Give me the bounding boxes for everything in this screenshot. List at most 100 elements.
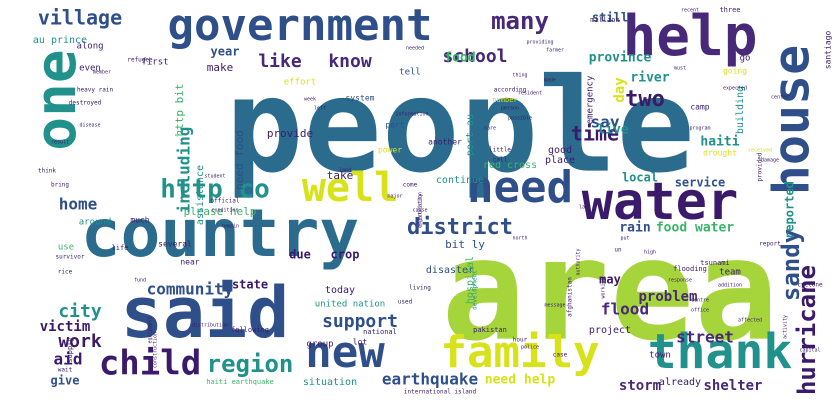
word-effort: effort <box>284 78 317 88</box>
word-student: student <box>204 174 225 180</box>
word-three: three <box>719 6 740 14</box>
word-need-food: need food <box>233 130 246 190</box>
word-recent: recent <box>681 8 699 14</box>
word-un: un <box>614 247 622 254</box>
word-government: government <box>168 0 433 51</box>
word-program: program <box>689 126 710 132</box>
word-information: information <box>395 112 428 118</box>
word-make: make <box>207 61 234 74</box>
word-victim: victim <box>40 319 91 335</box>
word-call: call <box>493 157 508 164</box>
word-week: week <box>304 97 316 103</box>
word-storm: storm <box>619 378 661 394</box>
word-family: family <box>441 327 600 378</box>
word-camp: camp <box>690 103 709 112</box>
word-national: national <box>363 328 397 336</box>
word-resident: resident <box>518 91 542 97</box>
word-disaster: disaster <box>426 265 474 276</box>
word-international-island: international island <box>404 389 477 396</box>
word-know: know <box>328 51 372 72</box>
word-farmer: farmer <box>546 48 564 54</box>
word-http-co: http co <box>160 175 270 205</box>
word-situation: situation <box>303 377 357 388</box>
word-crop: crop <box>331 248 360 262</box>
word-expected: expected <box>723 86 747 92</box>
word-many: many <box>491 7 549 35</box>
word-project: project <box>589 325 631 336</box>
word-bit-ly: bit ly <box>445 238 485 251</box>
word-including: including <box>175 127 194 214</box>
word-tsunami: tsunami <box>700 259 730 267</box>
word-electricity: electricity <box>418 193 424 226</box>
word-two: two <box>625 87 665 112</box>
word-rice: rice <box>58 269 73 276</box>
word-result: result <box>51 140 69 146</box>
word-much: much <box>130 216 149 225</box>
word-living: living <box>409 285 431 292</box>
word-school: school <box>442 46 507 67</box>
word-hurricane: hurricane <box>793 265 821 395</box>
word-http-bit: http bit <box>173 84 186 137</box>
word-need: need <box>467 162 573 213</box>
word-state: state <box>232 278 268 292</box>
word-help: help <box>623 4 758 69</box>
word-day: day <box>612 77 628 103</box>
word-time: time <box>571 122 619 146</box>
word-reported: reported <box>783 181 797 239</box>
word-city: city <box>58 301 102 322</box>
word-work: work <box>58 331 102 352</box>
word-heavy-rain: heavy rain <box>77 87 114 94</box>
word-provided: provided <box>757 152 764 181</box>
word-organization: organization <box>418 192 424 228</box>
word-part: part <box>385 121 404 130</box>
word-high: high <box>644 250 656 256</box>
word-pakistan: pakistan <box>473 326 507 334</box>
word-several: several <box>158 240 192 249</box>
word-child: child <box>99 344 201 384</box>
word-even: even <box>79 64 101 74</box>
word-center: center <box>771 95 789 101</box>
word-survivor: survivor <box>56 254 85 261</box>
word-one: one <box>24 49 89 150</box>
word-hour: hour <box>513 337 528 344</box>
word-person: person <box>501 106 519 112</box>
word-community: community <box>147 280 234 299</box>
word-working: working <box>601 277 607 298</box>
word-year: year <box>211 45 240 59</box>
word-sandy: sandy <box>777 229 805 301</box>
word-made: made <box>544 78 556 84</box>
word-go: go <box>740 54 751 64</box>
word-street: street <box>676 328 734 347</box>
word-used: used <box>398 299 413 306</box>
word-case: case <box>553 352 568 359</box>
word-affected: affected <box>738 318 762 324</box>
word-town: town <box>649 351 671 361</box>
word-condition: condition <box>211 208 238 214</box>
word-place: place <box>545 155 575 166</box>
word-going: going <box>723 67 747 76</box>
word-providing: providing <box>526 40 553 46</box>
word-number: number <box>492 96 517 104</box>
word-use: use <box>58 243 74 253</box>
word-around: around <box>79 218 112 228</box>
word-wait: wait <box>58 367 73 374</box>
word-care: care <box>484 126 496 132</box>
word-refugee: refugee <box>127 57 153 64</box>
word-disease: disease <box>79 123 100 129</box>
word-must: must <box>674 66 686 72</box>
word-port-au: port au <box>465 114 476 156</box>
word-remain: remain <box>221 224 239 230</box>
word-need-help: need help <box>485 373 556 388</box>
word-thank: thank <box>648 324 793 380</box>
word-service: service <box>675 176 726 190</box>
word-home: home <box>59 195 98 214</box>
word-afghanistan: afghanistan <box>567 277 574 317</box>
word-flooding: flooding <box>673 265 707 273</box>
word-capital: capital <box>799 348 820 354</box>
word-land: land <box>339 168 351 174</box>
word-group: group <box>306 340 333 350</box>
word-like: like <box>258 51 302 72</box>
word-equipment: equipment <box>148 316 154 343</box>
word-assistance: assistance <box>195 165 206 225</box>
